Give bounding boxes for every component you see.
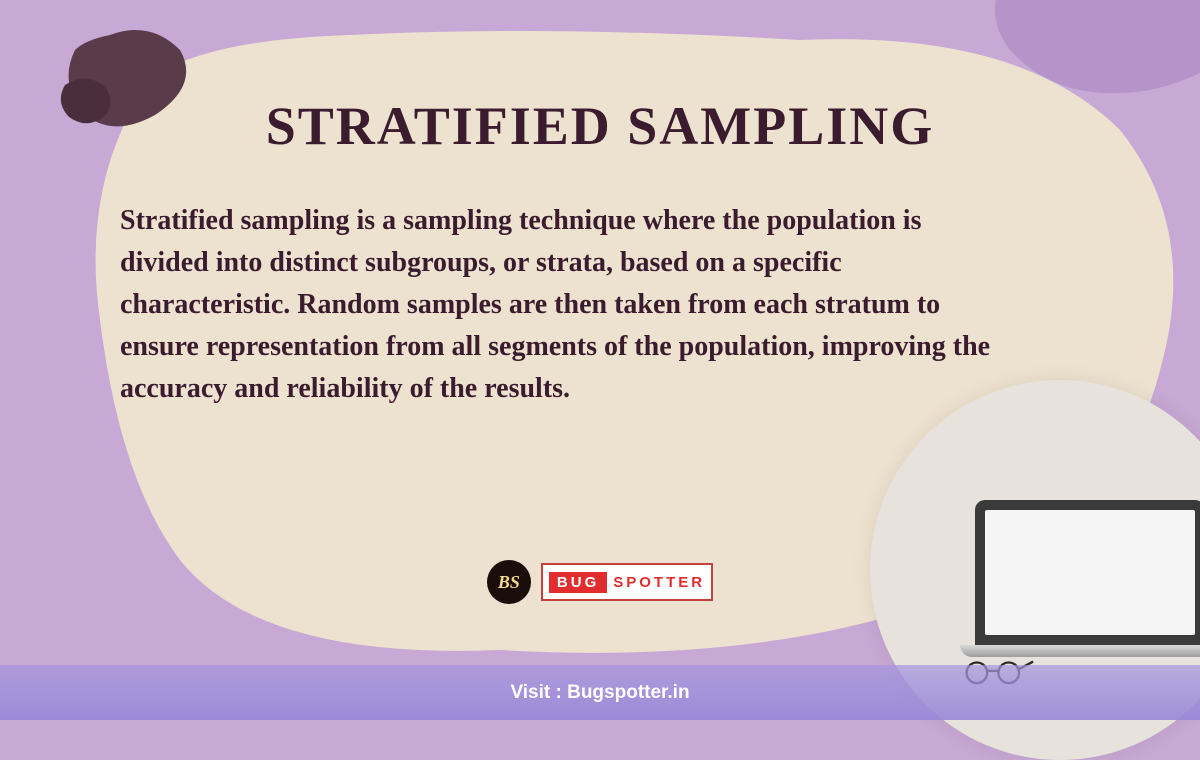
decorative-blob-purple	[970, 0, 1200, 110]
page-title: STRATIFIED SAMPLING	[0, 95, 1200, 157]
footer-text: Visit : Bugspotter.in	[510, 682, 689, 704]
logo-wordmark: BUG SPOTTER	[541, 563, 713, 601]
footer-bar: Visit : Bugspotter.in	[0, 665, 1200, 720]
logo-circle-text: BS	[498, 572, 520, 593]
logo-spotter-text: SPOTTER	[607, 574, 705, 591]
laptop-icon	[960, 500, 1200, 670]
body-paragraph: Stratified sampling is a sampling techni…	[120, 200, 1000, 410]
logo-bug-text: BUG	[549, 572, 607, 593]
logo-circle-icon: BS	[487, 560, 531, 604]
